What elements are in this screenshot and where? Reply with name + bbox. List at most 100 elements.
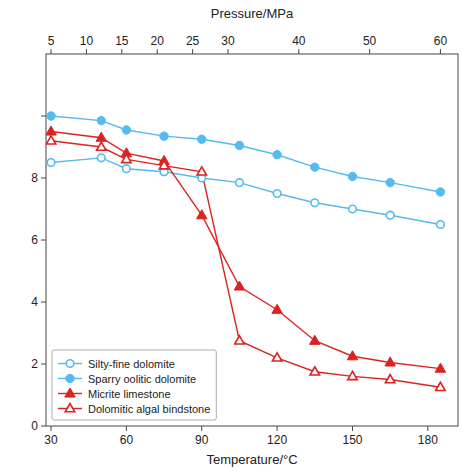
x-tick	[126, 426, 127, 431]
point	[235, 336, 245, 344]
x2-tick-label: 25	[186, 34, 200, 48]
x2-tick-label: 30	[221, 34, 235, 48]
legend-marker	[65, 388, 75, 397]
legend-item: Dolomitic algal bindstone	[58, 403, 210, 415]
point	[46, 126, 56, 135]
point	[385, 375, 395, 383]
x2-tick-label: 20	[151, 34, 165, 48]
x-tick-label: 30	[44, 433, 58, 447]
point	[273, 190, 281, 198]
point	[310, 367, 320, 375]
y-tick	[41, 302, 46, 303]
legend-item: Sparry oolitic dolomite	[58, 373, 196, 385]
point	[386, 211, 394, 219]
point	[46, 136, 56, 144]
point	[385, 357, 395, 366]
x2-tick-label: 5	[48, 34, 55, 48]
x-tick	[277, 426, 278, 431]
y-tick	[41, 116, 46, 117]
y-tick	[41, 178, 46, 179]
point	[159, 161, 169, 169]
series-line	[51, 132, 440, 369]
plot-frame	[46, 54, 458, 426]
y-tick-label: 0	[31, 419, 38, 433]
legend: Silty-fine dolomite Sparry oolitic dolomi…	[52, 350, 216, 420]
x2-axis-label: Pressure/MPa	[211, 6, 294, 21]
point	[347, 351, 357, 360]
point	[160, 132, 168, 140]
x-axis-label: Temperature/°C	[206, 452, 297, 467]
y-tick	[41, 364, 46, 365]
point	[122, 154, 132, 162]
point	[311, 163, 319, 171]
legend-marker	[66, 360, 74, 368]
y-tick-label: 4	[31, 295, 38, 309]
chart: 306090120150180Temperature/°C51015202530…	[0, 0, 474, 474]
point	[310, 335, 320, 344]
x-tick-label: 60	[120, 433, 134, 447]
point	[47, 112, 55, 120]
point	[97, 154, 105, 162]
x2-tick-label: 60	[434, 34, 448, 48]
point	[198, 135, 206, 143]
point	[436, 188, 444, 196]
point	[348, 371, 358, 379]
x-tick	[352, 426, 353, 431]
x2-tick	[51, 49, 52, 54]
legend-box	[52, 350, 216, 420]
point	[349, 205, 357, 213]
x-tick-label: 150	[342, 433, 362, 447]
point	[311, 199, 319, 207]
point	[97, 142, 107, 150]
point	[386, 178, 394, 186]
x2-tick-label: 10	[80, 34, 94, 48]
y-tick-label: 8	[31, 171, 38, 185]
y-tick	[41, 240, 46, 241]
x-tick-label: 180	[418, 433, 438, 447]
series-line	[51, 158, 440, 225]
data-group	[46, 112, 446, 391]
point	[437, 221, 445, 229]
point	[97, 116, 105, 124]
legend-item: Silty-fine dolomite	[58, 358, 175, 370]
point	[122, 126, 130, 134]
legend-label: Micrite limestone	[88, 388, 171, 400]
x2-tick-label: 40	[292, 34, 306, 48]
x2-tick-label: 50	[363, 34, 377, 48]
y-tick-label: 6	[31, 233, 38, 247]
x2-tick	[121, 49, 122, 54]
point	[348, 172, 356, 180]
legend-item: Micrite limestone	[58, 388, 171, 400]
point	[197, 167, 207, 175]
x2-tick	[192, 49, 193, 54]
y-tick	[41, 426, 46, 427]
x-tick-label: 120	[267, 433, 287, 447]
x2-tick	[228, 49, 229, 54]
x-tick	[427, 426, 428, 431]
y-tick-label: 2	[31, 357, 38, 371]
x2-tick	[86, 49, 87, 54]
x2-tick	[369, 49, 370, 54]
legend-label: Silty-fine dolomite	[88, 358, 175, 370]
legend-label: Sparry oolitic dolomite	[88, 373, 196, 385]
point	[435, 363, 445, 372]
x2-tick-label: 15	[115, 34, 129, 48]
point	[123, 165, 131, 173]
point	[273, 151, 281, 159]
point	[272, 304, 282, 313]
point	[235, 141, 243, 149]
x-tick-label: 90	[195, 433, 209, 447]
legend-label: Dolomitic algal bindstone	[88, 403, 210, 415]
legend-marker	[66, 374, 74, 382]
x2-tick	[440, 49, 441, 54]
point	[197, 210, 207, 219]
x-tick	[201, 426, 202, 431]
point	[234, 281, 244, 290]
x2-tick	[157, 49, 158, 54]
series-line	[51, 116, 440, 192]
x-tick	[51, 426, 52, 431]
point	[236, 179, 244, 187]
point	[96, 132, 106, 141]
point	[436, 382, 446, 390]
legend-marker	[65, 404, 75, 412]
